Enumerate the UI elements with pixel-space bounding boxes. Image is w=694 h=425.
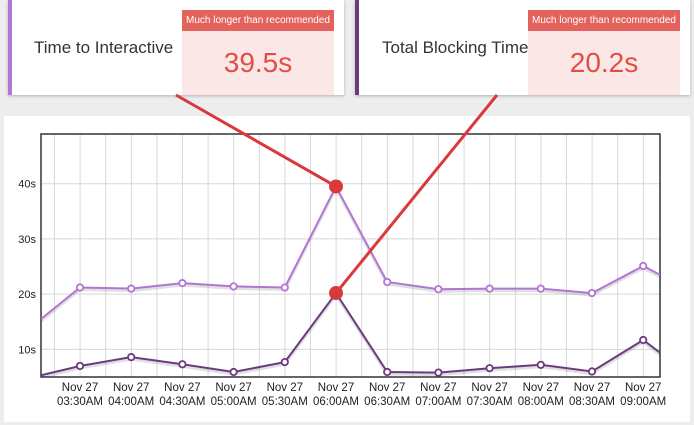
series-line [41, 291, 660, 377]
x-tick-label: Nov 27 09:00AM [620, 382, 666, 408]
x-tick-label: Nov 27 03:30AM [57, 382, 103, 408]
series-point [383, 277, 392, 287]
series-point [229, 282, 238, 291]
y-tick-label: 40s [18, 179, 36, 191]
y-tick-label: 30s [18, 234, 36, 246]
series-point [485, 364, 494, 373]
series-point [434, 368, 443, 377]
x-tick-label: Nov 27 05:30AM [262, 382, 308, 408]
x-tick-label: Nov 27 04:00AM [108, 382, 154, 408]
total-blocking-time-metric: Much longer than recommended 20.2s [528, 10, 680, 95]
series-point [536, 284, 545, 293]
card-accent [355, 0, 359, 95]
series-line-shadow [41, 185, 660, 323]
time-to-interactive-card: Time to Interactive Much longer than rec… [8, 0, 344, 95]
series-point [178, 279, 187, 288]
x-tick-label: Nov 27 07:30AM [467, 382, 513, 408]
series-point [280, 357, 289, 367]
series-point [434, 285, 443, 294]
series-point [639, 261, 648, 271]
x-tick-label: Nov 27 08:00AM [518, 382, 564, 408]
series-point [280, 283, 289, 292]
x-tick-label: Nov 27 07:00AM [415, 382, 461, 408]
series-point [127, 284, 136, 293]
series-point [383, 367, 392, 377]
plot-frame [40, 133, 661, 378]
total-blocking-time-value: 20.2s [569, 47, 639, 78]
x-tick-label: Nov 27 06:00AM [313, 382, 359, 408]
series-point [485, 284, 494, 293]
x-tick-label: Nov 27 06:30AM [364, 382, 410, 408]
card-accent [8, 0, 12, 95]
chart-panel: 10s 20s 30s 40s Nov 27 03:30AM Nov 27 04:00AM No… [4, 116, 690, 422]
series-point [178, 360, 187, 369]
series-point [331, 288, 341, 298]
time-to-interactive-badge: Much longer than recommended [182, 10, 334, 31]
series-point [75, 283, 85, 292]
total-blocking-time-card: Total Blocking Time Much longer than rec… [355, 0, 690, 95]
x-tick-label: Nov 27 04:30AM [159, 382, 205, 408]
series-point [127, 353, 136, 362]
series-point [639, 335, 648, 345]
series-point [587, 367, 597, 376]
series-point [75, 361, 85, 371]
time-to-interactive-label: Time to Interactive [34, 37, 174, 57]
series-line [41, 184, 660, 320]
series-point [229, 367, 238, 377]
series-line-shadow [41, 292, 660, 377]
series-point [331, 182, 341, 191]
total-blocking-time-badge: Much longer than recommended [528, 10, 680, 31]
y-tick-label: 20s [18, 289, 36, 301]
series-group [41, 182, 660, 377]
x-tick-label: Nov 27 05:00AM [211, 382, 257, 408]
total-blocking-time-label: Total Blocking Time [382, 37, 529, 57]
x-tick-label: Nov 27 08:30AM [569, 382, 615, 408]
y-tick-label: 10s [18, 344, 36, 356]
time-to-interactive-metric: Much longer than recommended 39.5s [182, 10, 334, 95]
time-to-interactive-value: 39.5s [223, 47, 293, 78]
series-point [587, 288, 597, 298]
series-point [536, 360, 545, 369]
